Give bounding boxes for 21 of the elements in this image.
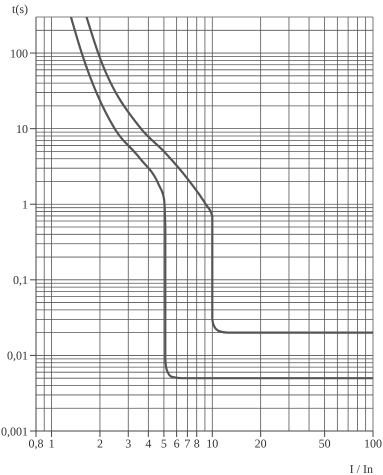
x-tick-label: 100 — [364, 436, 382, 451]
x-tick-label: 7 — [184, 436, 190, 451]
x-tick-label: 3 — [125, 436, 132, 451]
x-axis-title: I / In — [350, 462, 373, 475]
y-tick-label: 10 — [16, 122, 28, 136]
x-tick-label: 1 — [48, 436, 55, 451]
x-tick-label: 10 — [206, 436, 218, 451]
x-tick-label: 8 — [194, 436, 200, 451]
y-tick-label: 0,001 — [1, 424, 28, 438]
y-tick-label: 1 — [22, 198, 28, 212]
x-tick-label: 20 — [254, 436, 267, 451]
x-tick-label: 0,8 — [28, 436, 44, 451]
x-tick-label: 2 — [96, 436, 103, 451]
x-tick-label: 5 — [160, 436, 167, 451]
x-tick-label: 50 — [318, 436, 331, 451]
y-tick-label: 0,1 — [13, 273, 28, 288]
y-tick-label: 0,01 — [7, 348, 28, 363]
y-axis-title: t(s) — [12, 2, 28, 16]
x-tick-label: 6 — [174, 436, 180, 451]
x-tick-label: 4 — [145, 436, 152, 451]
y-tick-label: 100 — [10, 46, 28, 60]
